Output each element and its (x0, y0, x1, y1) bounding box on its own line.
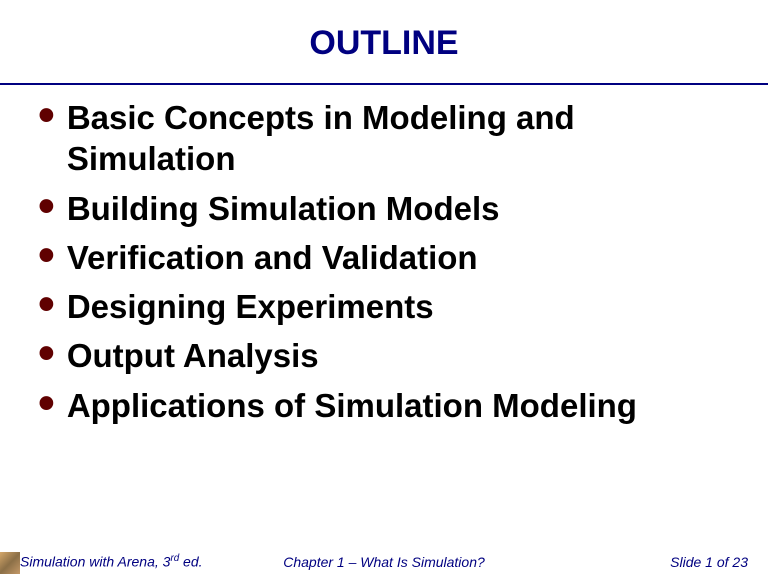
bullet-text: Building Simulation Models (67, 188, 748, 229)
bullet-item: • Output Analysis (38, 335, 748, 376)
bullet-item: • Applications of Simulation Modeling (38, 385, 748, 426)
bullet-item: • Basic Concepts in Modeling and Simulati… (38, 97, 748, 180)
footer-left-prefix: Simulation with Arena, 3 (20, 554, 170, 570)
footer-slide-number: Slide 1 of 23 (670, 554, 748, 570)
bullet-text: Designing Experiments (67, 286, 748, 327)
slide-footer: Simulation with Arena, 3rd ed. Chapter 1… (0, 553, 768, 570)
bullet-marker-icon: • (38, 341, 55, 367)
bullet-item: • Designing Experiments (38, 286, 748, 327)
footer-left-sup: rd (170, 553, 179, 564)
footer-chapter: Chapter 1 – What Is Simulation? (283, 554, 485, 570)
bullet-item: • Verification and Validation (38, 237, 748, 278)
bullet-marker-icon: • (38, 391, 55, 417)
bullet-text: Verification and Validation (67, 237, 748, 278)
bullet-text: Basic Concepts in Modeling and Simulatio… (67, 97, 748, 180)
footer-left-suffix: ed. (179, 554, 202, 570)
bullet-marker-icon: • (38, 292, 55, 318)
bullet-text: Output Analysis (67, 335, 748, 376)
slide-title: OUTLINE (0, 0, 768, 75)
content-area: • Basic Concepts in Modeling and Simulati… (0, 85, 768, 426)
slide-container: OUTLINE • Basic Concepts in Modeling and … (0, 0, 768, 576)
bullet-marker-icon: • (38, 103, 55, 129)
bullet-item: • Building Simulation Models (38, 188, 748, 229)
bullet-text: Applications of Simulation Modeling (67, 385, 748, 426)
bullet-marker-icon: • (38, 243, 55, 269)
bullet-marker-icon: • (38, 194, 55, 220)
footer-book-title: Simulation with Arena, 3rd ed. (20, 553, 203, 570)
